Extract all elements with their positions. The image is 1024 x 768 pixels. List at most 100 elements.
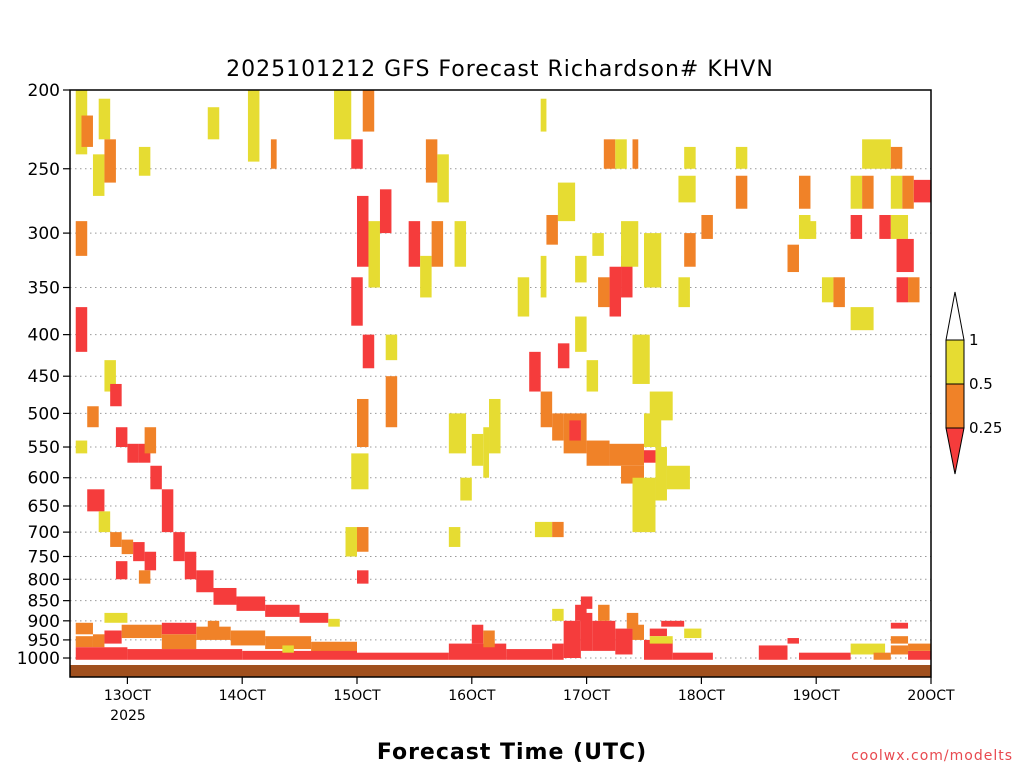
x-tick-label: 20OCT [907,688,955,704]
heatmap-cell-orange [552,413,564,441]
y-tick-label: 250 [28,160,60,180]
heatmap-cell-red [644,450,656,463]
heatmap-cell-red [408,221,421,267]
heatmap-cell-red [758,645,788,660]
heatmap-cell-yellow [368,221,380,288]
heatmap-cell-orange [632,624,644,640]
heatmap-cell-orange [431,221,444,267]
colorbar: 1 0.5 0.25 [945,291,1002,475]
heatmap-cell-orange [552,521,564,538]
heatmap-cell-red [351,139,363,169]
heatmap-cell-yellow [644,233,662,288]
heatmap-cell-orange [207,620,220,631]
heatmap-cell-orange [110,532,122,547]
heatmap-cell-orange [121,539,134,555]
heatmap-cell-red [115,427,128,448]
x-tick-label: 15OCT [333,688,381,704]
heatmap-cell-yellow [621,221,639,267]
heatmap-cell-orange [546,214,558,245]
x-tick-label: 13OCT [104,688,152,704]
heatmap-cell-yellow [684,628,702,639]
heatmap-cell-yellow [75,90,88,155]
heatmap-cell-red [127,443,139,463]
heatmap-cell-orange [87,406,99,428]
colorbar-label: 0.5 [969,375,993,393]
heatmap-cell-red [144,551,157,571]
heatmap-cell-yellow [649,636,673,644]
heatmap-cell-orange [862,175,874,209]
x-tick-label: 17OCT [563,688,611,704]
y-tick-label: 300 [28,224,60,244]
chart-title: 2025101212 GFS Forecast Richardson# KHVN [226,57,774,82]
heatmap-cell-red [580,596,593,609]
heatmap-cell-orange [196,626,231,640]
heatmap-cell-yellow [678,277,690,308]
heatmap-cell-yellow [557,182,576,222]
heatmap-cell-orange [833,277,845,308]
x-tick-label: 18OCT [678,688,726,704]
heatmap-cell-orange [161,634,197,650]
heatmap-cell-orange [586,440,610,466]
x-tick-label: 16OCT [448,688,496,704]
heatmap-cell-orange [483,630,495,648]
heatmap-cell-red [908,650,931,660]
y-tick-label: 200 [28,81,60,101]
heatmap-cell-yellow [684,146,696,169]
heatmap-cell-yellow [98,511,111,533]
heatmap-cell-red [150,465,162,490]
colorbar-segment-yellow [945,339,965,385]
y-tick-label: 650 [28,497,60,517]
heatmap-cell-yellow [862,139,891,169]
heatmap-cell-yellow [534,521,553,538]
heatmap-cell-yellow [385,334,398,361]
heatmap-cell-yellow [575,255,587,283]
heatmap-cell-orange [75,622,93,635]
heatmap-cell-yellow [632,334,650,384]
heatmap-cell-red [351,277,363,326]
heatmap-cell-orange [138,570,151,584]
heatmap-cell-red [362,334,375,369]
heatmap-cell-red [649,628,667,637]
heatmap-cell-red [672,652,713,660]
heatmap-cell-yellow [890,214,909,239]
heatmap-cell-orange [362,90,375,132]
heatmap-cell-yellow [735,146,748,169]
y-tick-label: 750 [28,547,60,567]
heatmap-cell-orange [265,636,312,650]
y-axis: 200 250 300 350 400 450 500 550 600 650 700 750 8008… [17,81,70,669]
heatmap-cell-orange [357,398,369,448]
heatmap-cell-yellow [345,527,357,557]
x-axis-label: Forecast Time (UTC) [377,740,647,765]
heatmap-cell-yellow [615,139,627,169]
colorbar-label: 1 [969,331,979,349]
heatmap-cell-orange [735,175,748,209]
heatmap-cell-red [236,596,266,611]
heatmap-cell-orange [609,443,644,466]
heatmap-cell-orange [270,139,277,169]
heatmap-cell-red [110,383,122,407]
heatmap-cell-red [87,489,105,512]
heatmap-cell-orange [890,645,909,655]
heatmap-cell-red [265,604,300,617]
heatmap-cell-orange [425,139,438,183]
heatmap-cell-red [787,638,799,644]
heatmap-cell-red [552,643,564,660]
heatmap-cell-red [75,647,128,660]
heatmap-cell-orange [632,139,639,169]
y-tick-label: 850 [28,592,60,612]
heatmap-cell-orange [890,146,903,169]
heatmap-cell-red [357,652,449,660]
heatmap-cell-yellow [586,360,599,392]
heatmap-cell-yellow [552,608,564,621]
heatmap-cell-red [127,649,243,660]
heatmap-cell-red [575,604,587,621]
heatmap-cell-red [379,189,392,234]
heatmap-cell-yellow [351,453,369,490]
heatmap-cell-yellow [420,255,432,298]
y-tick-label: 400 [28,326,60,346]
surface-band [70,665,931,677]
x-year-label: 2025 [110,708,146,724]
heatmap-cell-yellow [678,175,696,203]
heatmap-cell-red [557,343,570,369]
